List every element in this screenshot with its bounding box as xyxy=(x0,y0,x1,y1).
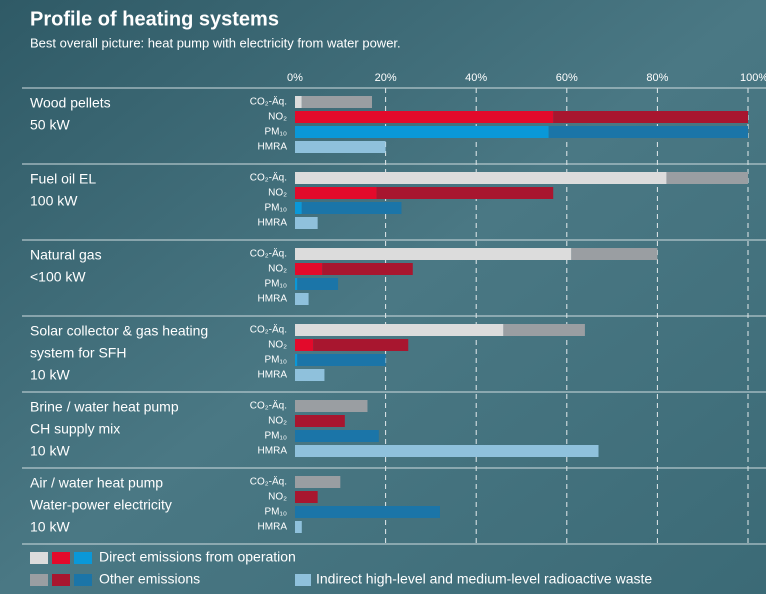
x-tick-label: 100% xyxy=(740,72,766,84)
bar-segment xyxy=(295,278,298,290)
bar-segment xyxy=(295,400,368,412)
category-label: Brine / water heat pump xyxy=(30,399,179,415)
bar-segment xyxy=(295,202,302,214)
measure-label: CO₂-Äq. xyxy=(250,172,287,184)
measure-label: PM₁₀ xyxy=(264,127,287,138)
bar-segment xyxy=(297,354,386,366)
bar-segment xyxy=(313,339,409,351)
measure-label: NO₂ xyxy=(268,264,287,275)
category-label: Natural gas xyxy=(30,247,102,263)
bar-segment xyxy=(295,96,302,108)
bar-segment xyxy=(503,324,585,336)
bar-segment xyxy=(295,354,298,366)
measure-label: PM₁₀ xyxy=(264,203,287,214)
bar-segment xyxy=(295,187,377,199)
category-label: CH supply mix xyxy=(30,421,120,437)
bar-segment xyxy=(376,187,554,199)
bar-segment xyxy=(295,506,440,518)
category-label: Air / water heat pump xyxy=(30,475,163,491)
bar-segment xyxy=(295,476,341,488)
bar-segment xyxy=(295,415,345,427)
bar-segment xyxy=(295,126,549,138)
bar-segment xyxy=(295,324,504,336)
bar-segment xyxy=(295,172,667,184)
bar xyxy=(295,141,386,153)
legend-label: Direct emissions from operation xyxy=(99,549,296,565)
bar-segment xyxy=(295,430,379,442)
measure-label: NO₂ xyxy=(268,188,287,199)
category-label: Solar collector & gas heating xyxy=(30,323,208,339)
measure-label: PM₁₀ xyxy=(264,431,287,442)
bar-segment xyxy=(553,111,748,123)
legend-swatch xyxy=(30,552,48,564)
measure-label: CO₂-Äq. xyxy=(250,248,287,260)
chart-subtitle: Best overall picture: heat pump with ele… xyxy=(30,35,401,50)
measure-label: CO₂-Äq. xyxy=(250,476,287,488)
measure-label: NO₂ xyxy=(268,340,287,351)
x-tick-label: 0% xyxy=(287,72,303,84)
legend-swatch xyxy=(74,552,92,564)
bar-segment xyxy=(295,491,318,503)
bar-segment xyxy=(548,126,748,138)
category-label: 100 kW xyxy=(30,193,78,209)
category-label: <100 kW xyxy=(30,269,86,285)
category-label: Water-power electricity xyxy=(30,497,172,513)
bar xyxy=(295,217,318,229)
measure-label: PM₁₀ xyxy=(264,279,287,290)
measure-label: HMRA xyxy=(258,218,288,229)
measure-label: PM₁₀ xyxy=(264,355,287,366)
x-tick-label: 20% xyxy=(375,72,397,84)
measure-label: NO₂ xyxy=(268,492,287,503)
legend-swatch xyxy=(30,574,48,586)
legend-swatch xyxy=(295,574,311,586)
category-label: Fuel oil EL xyxy=(30,171,96,187)
legend-label: Other emissions xyxy=(99,571,200,587)
bar-segment xyxy=(295,339,314,351)
category-label: 10 kW xyxy=(30,443,70,459)
measure-label: HMRA xyxy=(258,370,288,381)
measure-label: CO₂-Äq. xyxy=(250,324,287,336)
bar-segment xyxy=(301,202,402,214)
x-tick-label: 80% xyxy=(646,72,668,84)
x-tick-label: 60% xyxy=(556,72,578,84)
measure-label: HMRA xyxy=(258,294,288,305)
bar-segment xyxy=(571,248,658,260)
measure-label: NO₂ xyxy=(268,416,287,427)
bar-segment xyxy=(297,278,339,290)
category-label: 50 kW xyxy=(30,117,70,133)
measure-label: HMRA xyxy=(258,142,288,153)
category-label: system for SFH xyxy=(30,345,126,361)
category-label: Wood pellets xyxy=(30,95,111,111)
measure-label: HMRA xyxy=(258,446,288,457)
measure-label: CO₂-Äq. xyxy=(250,96,287,108)
bar-segment xyxy=(301,96,373,108)
bar xyxy=(295,293,309,305)
measure-label: PM₁₀ xyxy=(264,507,287,518)
bar-segment xyxy=(322,263,413,275)
category-label: 10 kW xyxy=(30,367,70,383)
bar-segment xyxy=(295,111,554,123)
legend-swatch xyxy=(52,574,70,586)
legend-swatch xyxy=(52,552,70,564)
legend-label: Indirect high-level and medium-level rad… xyxy=(316,571,652,587)
bar-segment xyxy=(666,172,748,184)
bar xyxy=(295,369,325,381)
measure-label: NO₂ xyxy=(268,112,287,123)
chart-title: Profile of heating systems xyxy=(30,8,279,30)
x-tick-label: 40% xyxy=(465,72,487,84)
bar-segment xyxy=(295,263,323,275)
category-label: 10 kW xyxy=(30,519,70,535)
measure-label: CO₂-Äq. xyxy=(250,400,287,412)
legend-swatch xyxy=(74,574,92,586)
bar-segment xyxy=(295,248,572,260)
measure-label: HMRA xyxy=(258,522,288,533)
bar xyxy=(295,445,599,457)
bar xyxy=(295,521,302,533)
